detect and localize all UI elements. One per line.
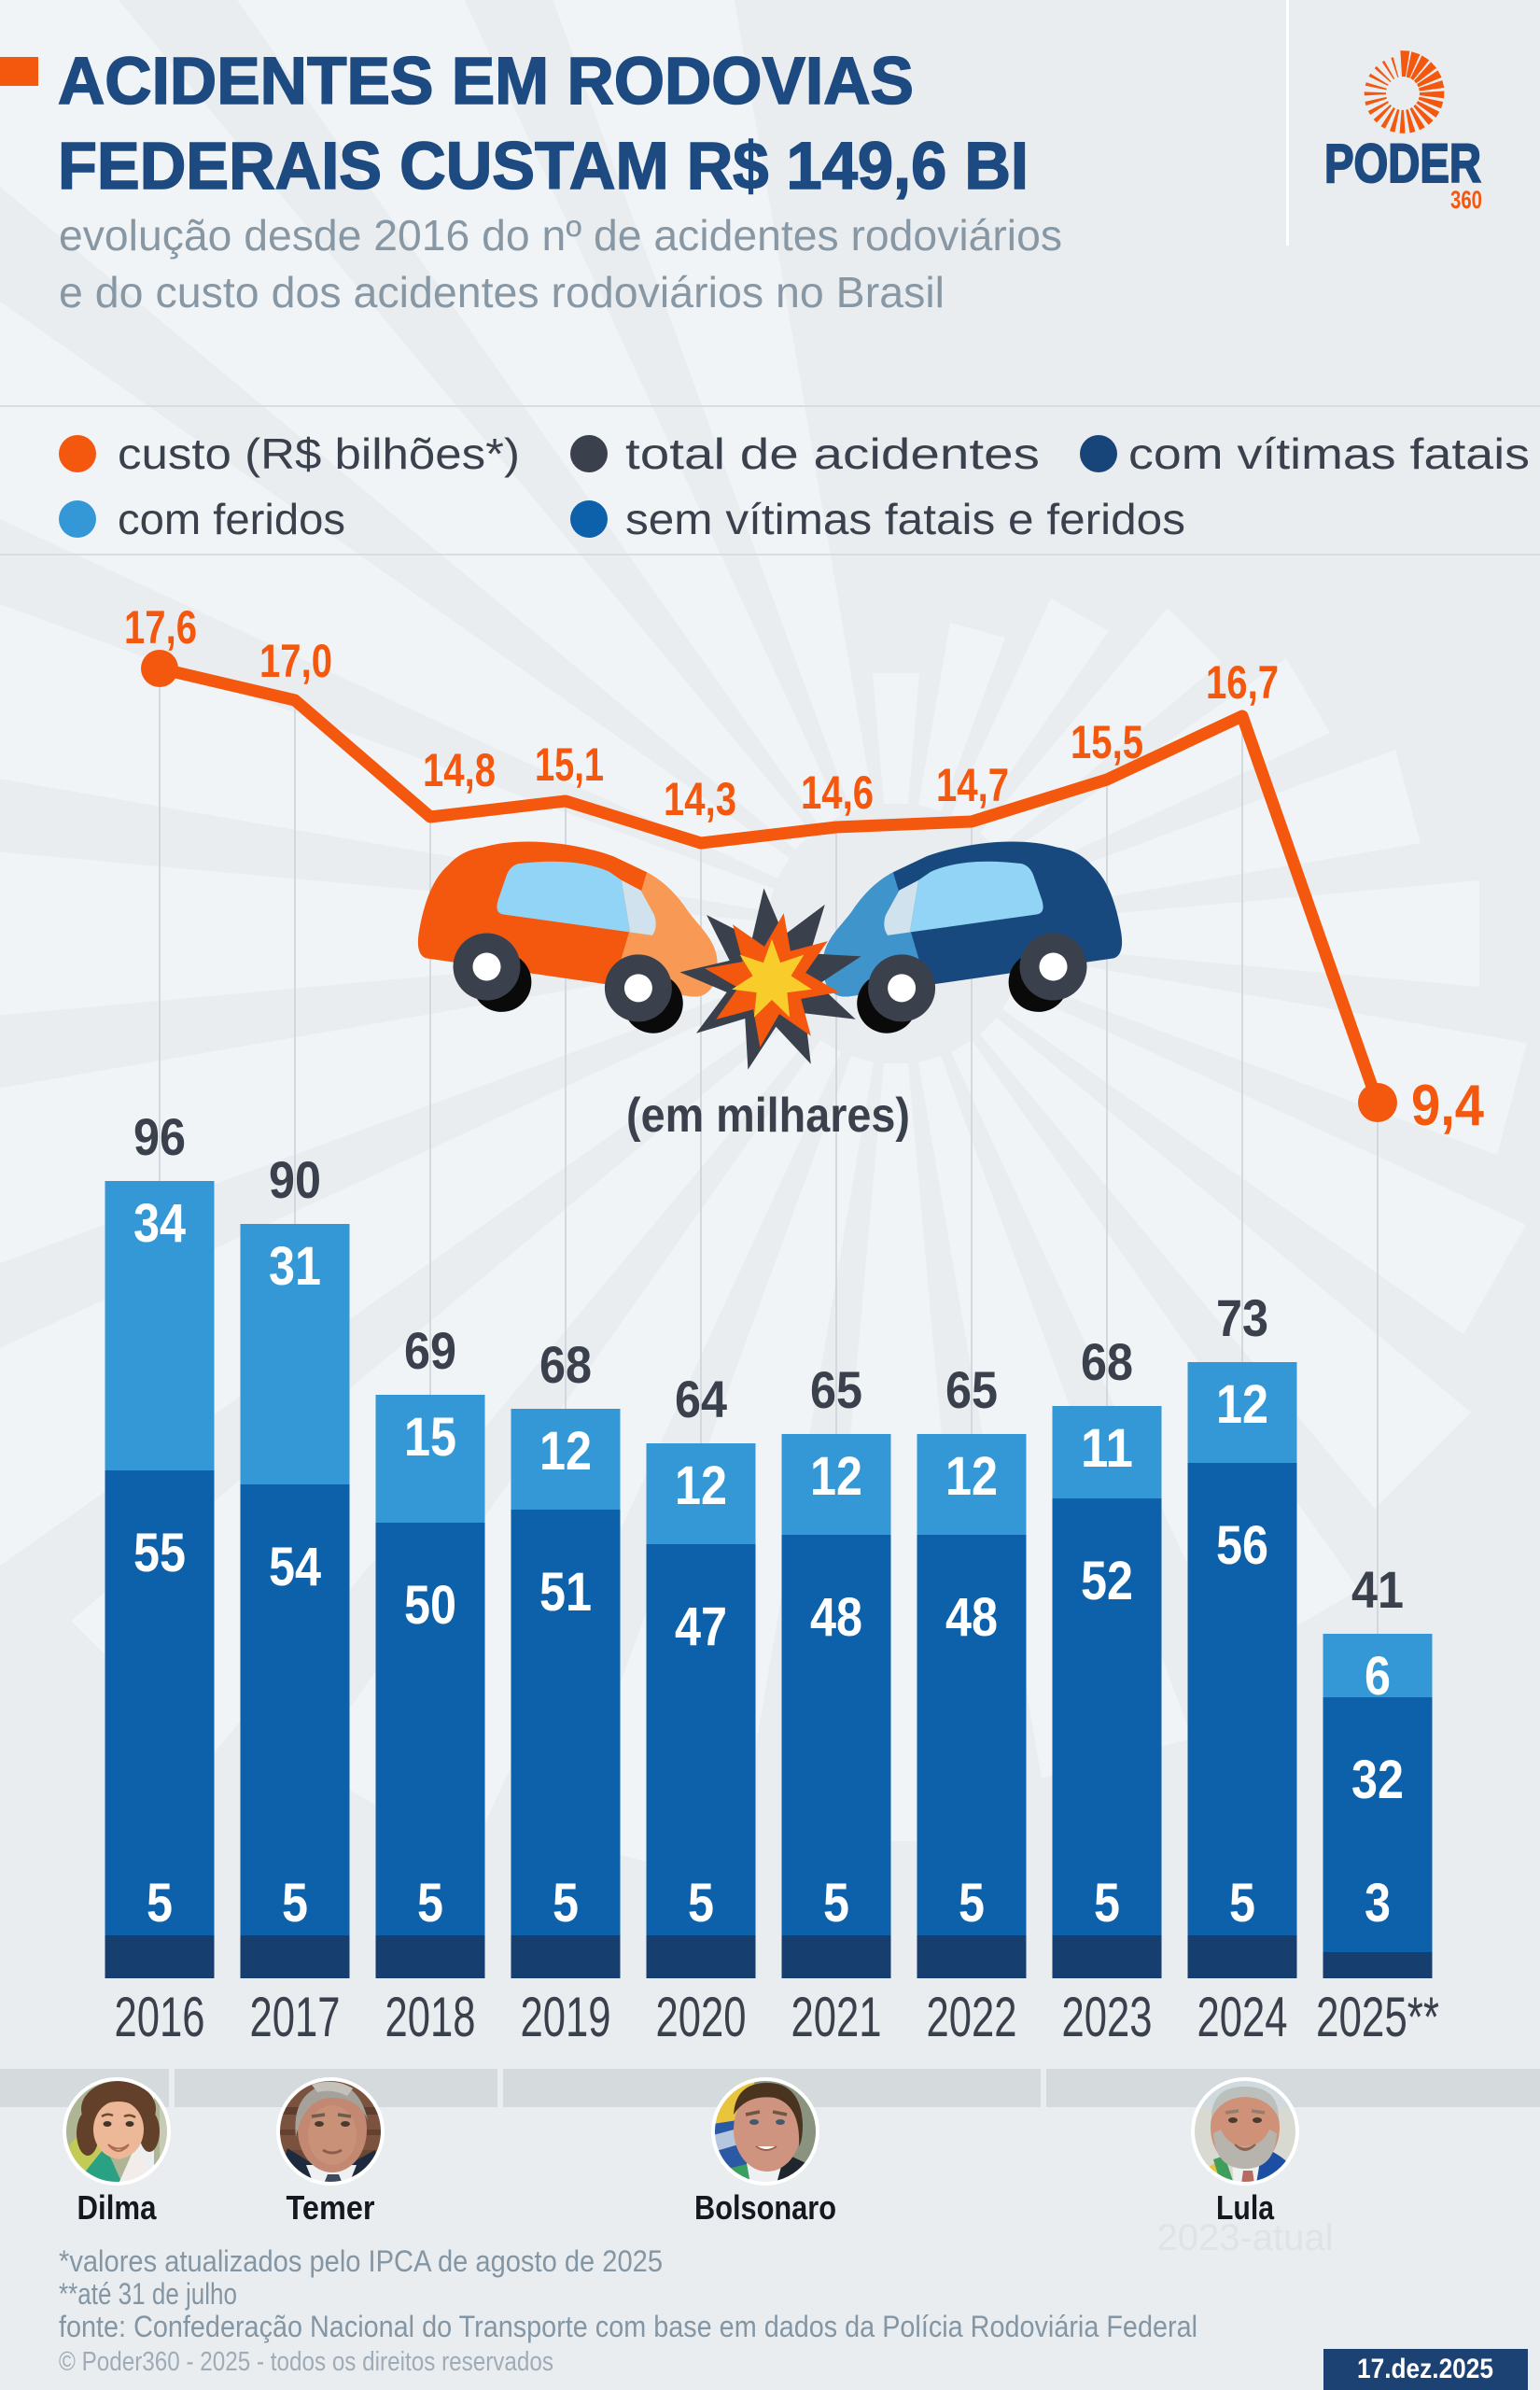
- svg-text:52: 52: [1081, 1551, 1133, 1611]
- svg-text:2016: 2016: [115, 1986, 205, 2048]
- svg-text:2017: 2017: [250, 1986, 341, 2048]
- svg-text:14,8: 14,8: [423, 744, 496, 796]
- svg-text:5: 5: [147, 1873, 173, 1933]
- svg-text:5: 5: [688, 1873, 714, 1933]
- svg-text:total de acidentes: total de acidentes: [625, 429, 1040, 478]
- svg-text:sem vítimas fatais e feridos: sem vítimas fatais e feridos: [625, 495, 1185, 543]
- svg-text:16,7: 16,7: [1206, 656, 1279, 709]
- svg-text:32: 32: [1351, 1750, 1404, 1810]
- svg-text:Lula: Lula: [1216, 2188, 1275, 2227]
- svg-text:68: 68: [539, 1335, 592, 1394]
- svg-text:2024: 2024: [1197, 1986, 1288, 2048]
- svg-text:64: 64: [675, 1370, 727, 1428]
- svg-text:54: 54: [269, 1537, 321, 1597]
- svg-text:Bolsonaro: Bolsonaro: [694, 2188, 836, 2227]
- svg-text:73: 73: [1216, 1288, 1268, 1347]
- svg-text:Dilma: Dilma: [77, 2188, 158, 2227]
- svg-text:17,0: 17,0: [259, 635, 332, 687]
- svg-text:(em milhares): (em milhares): [626, 1089, 910, 1143]
- svg-text:com feridos: com feridos: [118, 495, 345, 543]
- svg-text:14,7: 14,7: [936, 759, 1009, 811]
- svg-text:65: 65: [945, 1360, 998, 1419]
- svg-text:14,6: 14,6: [801, 766, 874, 819]
- svg-text:12: 12: [810, 1446, 862, 1507]
- svg-text:2022: 2022: [927, 1986, 1017, 2048]
- svg-text:55: 55: [133, 1523, 186, 1583]
- svg-text:2023: 2023: [1062, 1986, 1153, 2048]
- svg-text:© Poder360 - 2025 - todos os d: © Poder360 - 2025 - todos os direitos re…: [59, 2347, 553, 2377]
- svg-text:5: 5: [959, 1873, 985, 1933]
- svg-text:2019: 2019: [521, 1986, 611, 2048]
- svg-text:96: 96: [133, 1107, 186, 1166]
- svg-text:custo (R$ bilhões*): custo (R$ bilhões*): [118, 429, 520, 478]
- svg-text:evolução desde 2016 do nº de a: evolução desde 2016 do nº de acidentes r…: [59, 211, 1062, 260]
- svg-text:e do custo dos acidentes rodov: e do custo dos acidentes rodoviários no …: [59, 268, 945, 316]
- svg-text:68: 68: [1081, 1332, 1133, 1391]
- svg-text:5: 5: [417, 1873, 443, 1933]
- svg-text:Temer: Temer: [287, 2188, 375, 2227]
- svg-text:31: 31: [269, 1236, 321, 1297]
- svg-text:2020: 2020: [656, 1986, 747, 2048]
- svg-text:47: 47: [675, 1596, 727, 1657]
- svg-text:69: 69: [404, 1321, 456, 1380]
- svg-text:2025**: 2025**: [1316, 1986, 1439, 2048]
- svg-text:51: 51: [539, 1562, 592, 1623]
- svg-text:14,3: 14,3: [664, 773, 736, 825]
- svg-text:48: 48: [810, 1587, 862, 1648]
- svg-text:com vítimas fatais: com vítimas fatais: [1128, 429, 1530, 478]
- svg-text:fonte: Confederação Nacional d: fonte: Confederação Nacional do Transpor…: [59, 2310, 1197, 2343]
- svg-text:12: 12: [1216, 1374, 1268, 1435]
- svg-text:34: 34: [133, 1193, 186, 1254]
- svg-text:11: 11: [1081, 1418, 1133, 1479]
- svg-text:6: 6: [1365, 1646, 1391, 1707]
- svg-text:2018: 2018: [385, 1986, 476, 2048]
- svg-text:2023-atual: 2023-atual: [1156, 2217, 1333, 2258]
- svg-text:5: 5: [282, 1873, 308, 1933]
- svg-text:15,1: 15,1: [535, 738, 604, 791]
- svg-text:15,5: 15,5: [1071, 716, 1143, 768]
- svg-text:ACIDENTES EM RODOVIAS: ACIDENTES EM RODOVIAS: [58, 45, 914, 119]
- svg-text:12: 12: [945, 1446, 998, 1507]
- svg-text:12: 12: [675, 1455, 727, 1516]
- svg-text:90: 90: [269, 1150, 321, 1209]
- svg-text:5: 5: [553, 1873, 579, 1933]
- svg-text:5: 5: [1229, 1873, 1255, 1933]
- svg-text:5: 5: [823, 1873, 849, 1933]
- svg-text:PODER: PODER: [1324, 134, 1481, 194]
- svg-text:65: 65: [810, 1360, 862, 1419]
- svg-text:2021: 2021: [791, 1986, 882, 2048]
- svg-text:FEDERAIS CUSTAM R$ 149,6 BI: FEDERAIS CUSTAM R$ 149,6 BI: [58, 130, 1029, 204]
- svg-text:56: 56: [1216, 1515, 1268, 1576]
- svg-text:50: 50: [404, 1575, 456, 1636]
- svg-text:**até 31 de julho: **até 31 de julho: [59, 2277, 237, 2311]
- svg-text:41: 41: [1351, 1560, 1404, 1619]
- svg-text:17.dez.2025: 17.dez.2025: [1357, 2354, 1493, 2384]
- svg-text:360: 360: [1450, 186, 1482, 214]
- svg-text:17,6: 17,6: [124, 601, 197, 654]
- svg-text:48: 48: [945, 1587, 998, 1648]
- svg-text:15: 15: [404, 1407, 456, 1468]
- svg-text:5: 5: [1094, 1873, 1120, 1933]
- svg-text:12: 12: [539, 1421, 592, 1482]
- svg-text:3: 3: [1365, 1873, 1391, 1933]
- svg-text:*valores atualizados pelo IPCA: *valores atualizados pelo IPCA de agosto…: [59, 2244, 663, 2278]
- svg-text:9,4: 9,4: [1411, 1074, 1484, 1138]
